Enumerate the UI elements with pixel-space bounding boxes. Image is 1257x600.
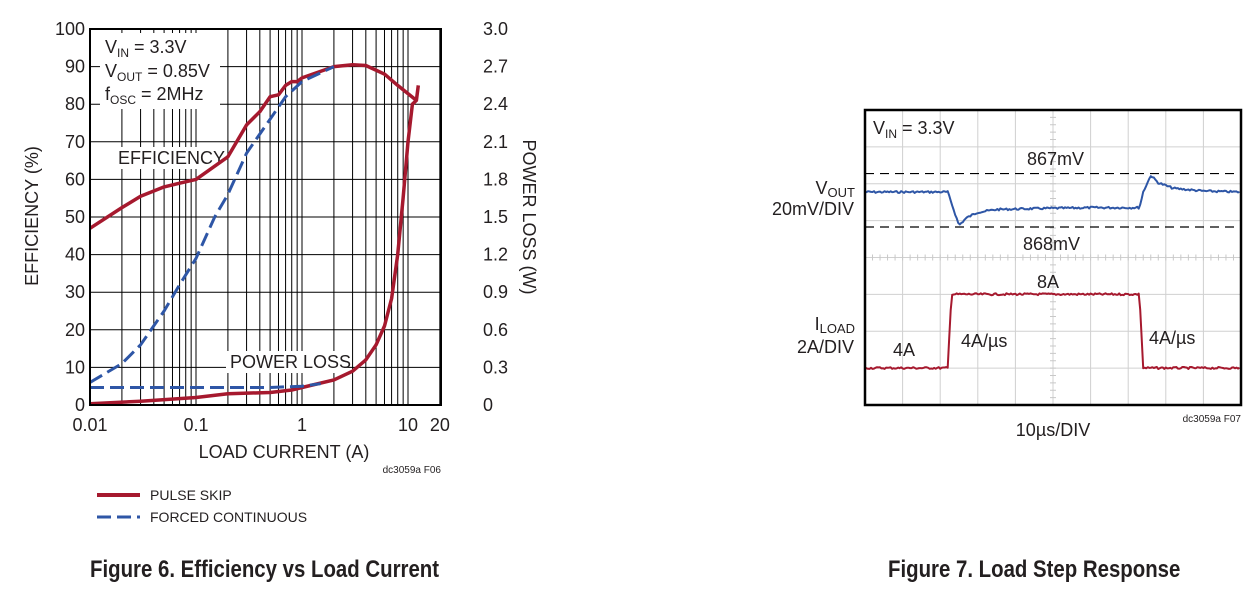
efficiency-chart: VIN = 3.3V VOUT = 0.85V fOSC = 2MHz EFFI… xyxy=(22,19,539,582)
y2-tick-label: 0.6 xyxy=(483,320,508,340)
y2-tick-label: 1.8 xyxy=(483,169,508,189)
x-tick-label: 20 xyxy=(430,415,450,435)
power-loss-annotation: POWER LOSS xyxy=(230,352,351,372)
load-step-chart: VIN = 3.3V 867mV 868mV VOUT 20mV/DIV ILO… xyxy=(772,108,1243,582)
y2-tick-label: 1.2 xyxy=(483,245,508,265)
y2-tick-label: 1.5 xyxy=(483,207,508,227)
iload-trace xyxy=(864,292,1241,370)
legend-label-forced-continuous: FORCED CONTINUOUS xyxy=(150,509,307,525)
legend-label-pulse-skip: PULSE SKIP xyxy=(150,487,232,503)
efficiency-annotation: EFFICIENCY xyxy=(118,148,225,168)
annotation-background xyxy=(100,33,220,109)
fosc-annotation: fOSC = 2MHz xyxy=(105,84,204,107)
annotation-background xyxy=(114,147,216,169)
forced-continuous-efficiency-line xyxy=(89,65,335,384)
pulse-skip-efficiency-line xyxy=(89,62,418,230)
y-tick-label: 40 xyxy=(65,245,85,265)
y-tick-label: 80 xyxy=(65,94,85,114)
figure-7-caption: Figure 7. Load Step Response xyxy=(888,555,1180,582)
pulse-skip-power-loss-line xyxy=(89,85,421,406)
y2-tick-label: 2.1 xyxy=(483,132,508,152)
figure-code: dc3059a F06 xyxy=(383,465,442,476)
efficiency-series xyxy=(89,62,421,406)
vout-scale-label: 20mV/DIV xyxy=(772,199,854,219)
vout-channel-label: VOUT xyxy=(816,178,856,200)
slew-up-label: 4A/µs xyxy=(961,331,1007,351)
y-axis-label: EFFICIENCY (%) xyxy=(22,146,42,286)
y2-tick-label: 2.7 xyxy=(483,57,508,77)
forced-continuous-power-loss-line xyxy=(90,382,321,389)
x-axis-label: LOAD CURRENT (A) xyxy=(199,442,370,462)
annotation-background xyxy=(226,351,344,373)
figure-6-caption: Figure 6. Efficiency vs Load Current xyxy=(90,555,440,582)
efficiency-annotations: VIN = 3.3V VOUT = 0.85V fOSC = 2MHz EFFI… xyxy=(100,33,351,373)
y-tick-label: 100 xyxy=(55,19,85,39)
vout-trace xyxy=(864,175,1240,226)
legend: PULSE SKIP FORCED CONTINUOUS xyxy=(97,487,307,525)
iload-channel-label: ILOAD xyxy=(815,314,855,336)
upper-level-label: 867mV xyxy=(1027,149,1084,169)
scope-frame xyxy=(863,108,1243,407)
y2-axis-label: POWER LOSS (W) xyxy=(519,139,539,294)
y-tick-label: 50 xyxy=(65,207,85,227)
x-tick-label: 0.1 xyxy=(183,415,208,435)
scope-traces xyxy=(864,172,1241,370)
efficiency-tick-labels: 0 10 20 30 40 50 60 70 80 90 100 0 0.3 0.6 0.9 1.2 1.5 1.… xyxy=(55,19,508,435)
y-tick-label: 90 xyxy=(65,57,85,77)
y2-tick-label: 0.9 xyxy=(483,282,508,302)
slew-down-label: 4A/µs xyxy=(1149,328,1195,348)
y2-tick-label: 0 xyxy=(483,395,493,415)
high-current-label: 8A xyxy=(1037,272,1059,292)
y-tick-label: 10 xyxy=(65,357,85,377)
y2-tick-label: 2.4 xyxy=(483,94,508,114)
y-tick-label: 30 xyxy=(65,282,85,302)
y-tick-label: 70 xyxy=(65,132,85,152)
x-tick-label: 1 xyxy=(297,415,307,435)
efficiency-plot-frame xyxy=(89,28,442,406)
y2-tick-label: 3.0 xyxy=(483,19,508,39)
vin-annotation: VIN = 3.3V xyxy=(873,118,955,141)
iload-scale-label: 2A/DIV xyxy=(797,337,854,357)
time-scale-label: 10µs/DIV xyxy=(1016,420,1090,440)
y2-tick-label: 0.3 xyxy=(483,357,508,377)
figure-code: dc3059a F07 xyxy=(1183,414,1242,425)
y-tick-label: 0 xyxy=(75,395,85,415)
x-tick-label: 0.01 xyxy=(72,415,107,435)
y-tick-label: 20 xyxy=(65,320,85,340)
low-current-label: 4A xyxy=(893,340,915,360)
y-tick-label: 60 xyxy=(65,169,85,189)
vout-annotation: VOUT = 0.85V xyxy=(105,61,210,84)
vin-annotation: VIN = 3.3V xyxy=(105,37,187,60)
x-tick-label: 10 xyxy=(398,415,418,435)
lower-level-label: 868mV xyxy=(1023,234,1080,254)
